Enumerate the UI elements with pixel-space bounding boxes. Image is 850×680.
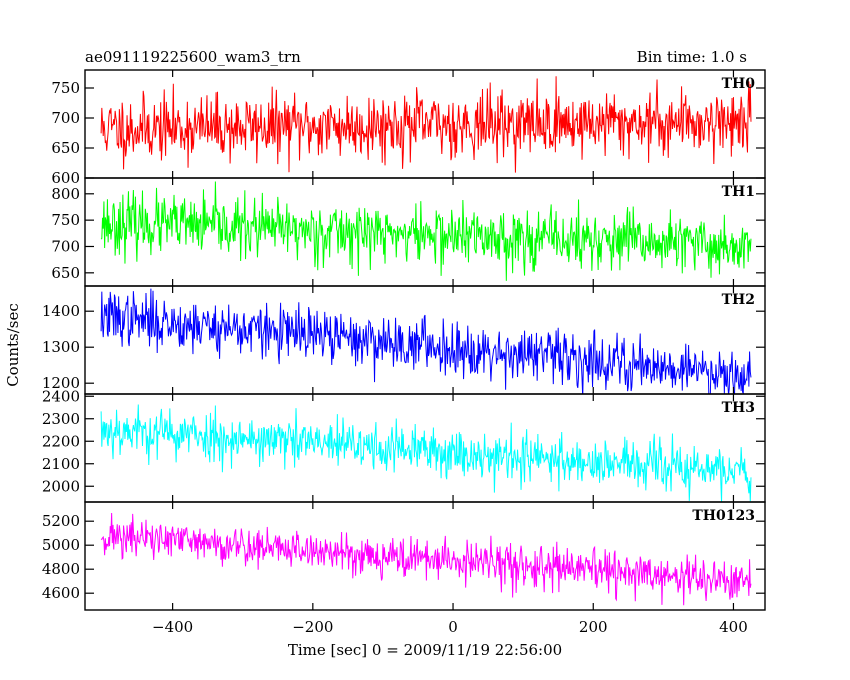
- panel-frame: [84, 501, 766, 611]
- x-tick-label: 200: [579, 618, 608, 636]
- series-line-th1: [100, 181, 752, 281]
- panel-th0123: 4600 4800 5000 5200 TH0123: [42, 501, 766, 611]
- y-tick-label: 700: [51, 109, 80, 127]
- panel-th3: 2000 2100 2200 2300 2400 TH3: [42, 387, 766, 503]
- y-tick-label: 5000: [42, 536, 80, 554]
- bin-time-label: Bin time: 1.0 s: [637, 48, 747, 66]
- chart-title: ae091119225600_wam3_trn: [85, 48, 301, 66]
- y-tick-label: 600: [51, 169, 80, 187]
- y-tick-label: 1200: [42, 374, 80, 392]
- panels-group: 600 650 700 750 TH0 650 700 750 800 TH1 1200 1300 14…: [42, 69, 766, 611]
- panel-label-th2: TH2: [722, 292, 755, 308]
- y-tick-label: 700: [51, 237, 80, 255]
- y-tick-label: 1300: [42, 338, 80, 356]
- x-tick-label: 400: [719, 618, 748, 636]
- x-tick-label: 0: [448, 618, 458, 636]
- x-tick-label: −200: [292, 618, 333, 636]
- series-line-th0123: [100, 512, 752, 606]
- series-line-th3: [100, 404, 752, 502]
- y-tick-label: 2100: [42, 455, 80, 473]
- y-axis-title: Counts/sec: [4, 303, 22, 387]
- y-tick-label: 4800: [42, 560, 80, 578]
- y-tick-label: 5200: [42, 512, 80, 530]
- y-tick-label: 4600: [42, 584, 80, 602]
- panel-label-th0123: TH0123: [692, 508, 755, 524]
- y-tick-label: 1400: [42, 302, 80, 320]
- x-axis: −400 −200 0 200 400: [152, 618, 748, 636]
- y-tick-label: 750: [51, 79, 80, 97]
- panel-th1: 650 700 750 800 TH1: [51, 177, 766, 287]
- y-tick-label: 650: [51, 139, 80, 157]
- panel-th2: 1200 1300 1400 TH2: [42, 285, 766, 395]
- y-tick-label: 650: [51, 264, 80, 282]
- series-line-th0: [100, 76, 752, 173]
- y-tick-label: 800: [51, 185, 80, 203]
- panel-label-th3: TH3: [722, 400, 755, 416]
- panel-label-th0: TH0: [722, 76, 756, 92]
- y-tick-label: 2400: [42, 387, 80, 405]
- y-tick-label: 750: [51, 211, 80, 229]
- y-tick-label: 2300: [42, 410, 80, 428]
- y-tick-label: 2200: [42, 432, 80, 450]
- x-axis-title: Time [sec] 0 = 2009/11/19 22:56:00: [288, 641, 562, 659]
- panel-label-th1: TH1: [722, 184, 755, 200]
- panel-th0: 600 650 700 750 TH0: [51, 69, 766, 187]
- series-line-th2: [100, 288, 752, 394]
- panel-frame: [84, 285, 766, 395]
- x-tick-label: −400: [152, 618, 193, 636]
- y-tick-label: 2000: [42, 477, 80, 495]
